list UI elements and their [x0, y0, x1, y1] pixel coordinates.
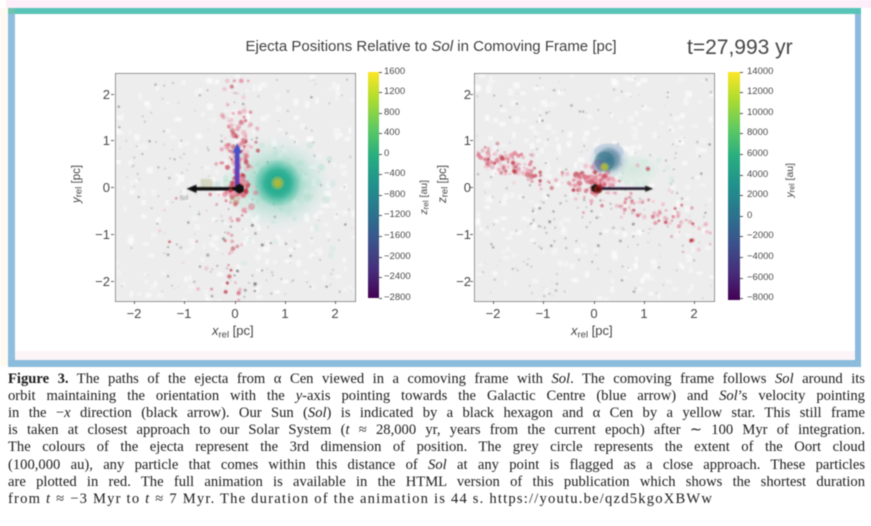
svg-text:Sol: Sol: [179, 195, 188, 201]
